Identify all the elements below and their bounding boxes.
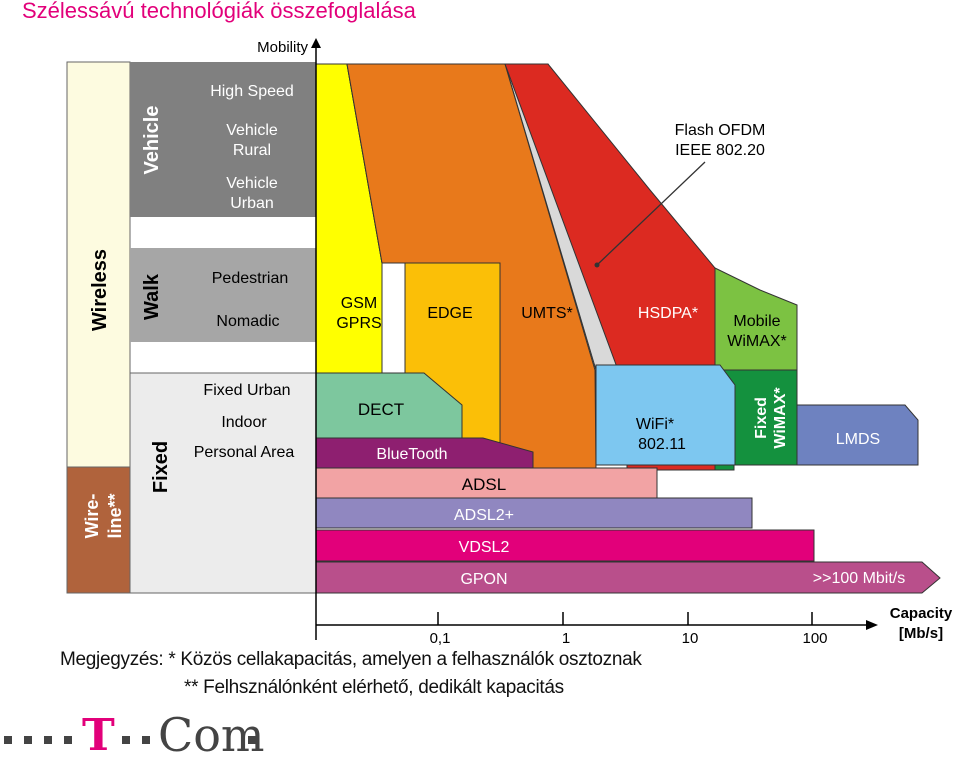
y-axis-label: Mobility	[257, 39, 308, 56]
wireless-label: Wireless	[89, 249, 111, 331]
vehicle-item-urban-2: Urban	[230, 195, 274, 212]
gpon-label: GPON	[460, 571, 507, 588]
fixed-item-indoor: Indoor	[221, 414, 267, 431]
dect-label: DECT	[358, 400, 404, 419]
wifi-label-1: WiFi*	[636, 416, 674, 433]
lmds-label: LMDS	[836, 431, 880, 448]
logo-com: Com	[158, 708, 265, 762]
walk-label: Walk	[141, 273, 163, 320]
adsl2-bar	[315, 497, 753, 529]
flash-label-2: IEEE 802.20	[675, 142, 765, 159]
wireline-band	[66, 466, 131, 594]
logo-t: T	[82, 710, 115, 761]
vehicle-label: Vehicle	[141, 106, 163, 175]
flash-pointer-dot	[594, 262, 600, 268]
page-title: Szélessávú technológiák összefoglalása	[22, 0, 416, 23]
broadband-diagram: Mobility 0,1 1 10 100 Capacity [Mb/s] Wi…	[66, 38, 953, 647]
adsl-label: ADSL	[462, 475, 506, 494]
x-axis-label-line1: Capacity	[890, 605, 953, 622]
vehicle-band	[130, 62, 316, 217]
fixed-wimax-label-2: WiMAX*	[772, 387, 789, 449]
flash-pointer	[596, 161, 706, 266]
bluetooth-label: BlueTooth	[376, 446, 447, 463]
edge-label: EDGE	[427, 305, 472, 322]
gprs-label: GPRS	[336, 315, 381, 332]
x-tick-label-1: 1	[562, 630, 570, 647]
vdsl2-bar	[315, 529, 815, 562]
adsl-bar	[315, 467, 658, 499]
lmds-region	[796, 404, 919, 466]
footnote-1: Megjegyzés: * Közös cellakapacitás, amel…	[60, 649, 642, 670]
vehicle-item-rural-2: Rural	[233, 142, 271, 159]
wifi-region	[595, 364, 736, 466]
umts-region	[346, 63, 597, 471]
mobile-wimax-label-1: Mobile	[733, 313, 780, 330]
gsm-label: GSM	[341, 295, 377, 312]
fixed-wimax-label-1: Fixed	[753, 397, 770, 439]
wifi-label-2: 802.11	[638, 436, 686, 453]
vehicle-item-rural-1: Vehicle	[226, 122, 278, 139]
tcom-logo: T Com	[0, 702, 300, 762]
adsl2-label: ADSL2+	[454, 507, 514, 524]
flash-label-1: Flash OFDM	[675, 122, 766, 139]
wireline-label-2: line**	[105, 493, 125, 538]
vehicle-item-high-speed: High Speed	[210, 83, 294, 100]
vdsl2-label: VDSL2	[459, 539, 510, 556]
umts-label: UMTS*	[521, 305, 573, 322]
x-tick-label-3: 100	[802, 630, 827, 647]
mobile-wimax-label-2: WiMAX*	[727, 333, 787, 350]
wireline-label-1: Wire-	[82, 494, 102, 539]
footnote-2: ** Felhsználónként elérhető, dedikált ka…	[184, 677, 564, 698]
y-axis-arrow	[311, 38, 321, 48]
fixed-label: Fixed	[150, 441, 172, 493]
hsdpa-label: HSDPA*	[638, 305, 698, 322]
gpon-capacity-label: >>100 Mbit/s	[813, 570, 906, 587]
vehicle-item-urban-1: Vehicle	[226, 175, 278, 192]
x-axis-arrow	[866, 620, 878, 630]
mobile-wimax-region	[714, 267, 798, 371]
x-axis-label-line2: [Mb/s]	[899, 625, 943, 642]
fixed-band	[129, 372, 317, 594]
walk-item-pedestrian: Pedestrian	[212, 270, 289, 287]
fixed-item-personal: Personal Area	[194, 444, 295, 461]
fixed-item-urban: Fixed Urban	[203, 382, 290, 399]
x-tick-label-2: 10	[682, 630, 699, 647]
x-tick-label-0: 0,1	[430, 630, 451, 647]
walk-band	[130, 248, 316, 342]
footnotes: Megjegyzés: * Közös cellakapacitás, amel…	[60, 646, 642, 702]
walk-item-nomadic: Nomadic	[216, 313, 279, 330]
